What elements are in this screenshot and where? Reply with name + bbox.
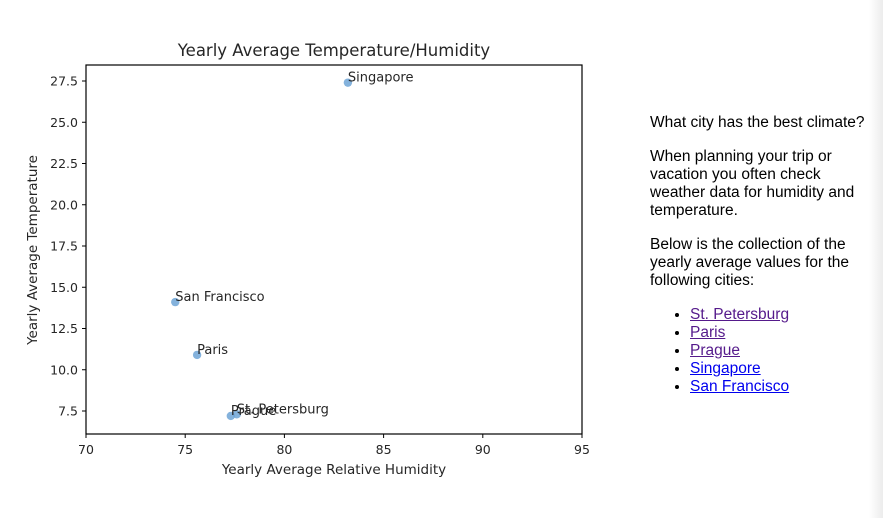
- x-axis-label: Yearly Average Relative Humidity: [221, 462, 446, 478]
- list-item: St. Petersburg: [690, 306, 870, 324]
- data-point-label: Singapore: [348, 71, 414, 86]
- y-tick-label: 17.5: [50, 239, 78, 254]
- y-tick-label: 12.5: [50, 321, 78, 336]
- chart-title: Yearly Average Temperature/Humidity: [177, 41, 491, 60]
- info-panel: What city has the best climate? When pla…: [650, 114, 870, 396]
- y-tick-label: 7.5: [58, 404, 78, 419]
- list-item: Paris: [690, 324, 870, 342]
- city-link-singapore[interactable]: Singapore: [690, 360, 761, 377]
- data-point-marker: [226, 411, 236, 421]
- x-tick-label: 70: [78, 442, 94, 457]
- city-link-paris[interactable]: Paris: [690, 324, 726, 341]
- y-tick-label: 27.5: [50, 74, 78, 89]
- data-point-label: St. Petersburg: [237, 402, 329, 417]
- y-tick-label: 15.0: [50, 280, 78, 295]
- panel-heading: What city has the best climate?: [650, 114, 865, 131]
- data-point-marker: [192, 350, 202, 360]
- list-item: San Francisco: [690, 378, 870, 396]
- data-point-marker: [343, 78, 353, 87]
- panel-intro: When planning your trip or vacation you …: [650, 148, 855, 219]
- y-axis-ticks: 7.5 10.0 12.5 15.0 17.5 20.0 22.5 25.0 27.5: [50, 74, 86, 419]
- scatter-chart: Yearly Average Temperature/Humidity 70 75…: [25, 41, 590, 478]
- data-point-label: Prague: [231, 404, 276, 419]
- x-axis-ticks: 70 75 80 85 90 95: [78, 434, 590, 457]
- list-item: Singapore: [690, 360, 870, 378]
- city-link-st-petersburg[interactable]: St. Petersburg: [690, 306, 790, 323]
- list-item: Prague: [690, 342, 870, 360]
- y-axis-label: Yearly Average Temperature: [25, 155, 41, 346]
- y-tick-label: 22.5: [50, 156, 78, 171]
- y-tick-label: 20.0: [50, 197, 78, 212]
- y-tick-label: 10.0: [50, 362, 78, 377]
- data-point-label: San Francisco: [175, 290, 264, 305]
- data-points: St. Petersburg Paris Prague Singapore San Fr…: [171, 71, 413, 421]
- data-point-marker: [171, 297, 180, 307]
- x-tick-label: 85: [376, 442, 392, 457]
- x-tick-label: 75: [177, 442, 193, 457]
- panel-lead: Below is the collection of the yearly av…: [650, 236, 850, 289]
- scrollbar-track[interactable]: [869, 0, 883, 518]
- y-tick-label: 25.0: [50, 115, 78, 130]
- x-tick-label: 90: [475, 442, 491, 457]
- x-tick-label: 95: [574, 442, 590, 457]
- city-link-prague[interactable]: Prague: [690, 342, 740, 359]
- chart-canvas: Yearly Average Temperature/Humidity 70 75…: [25, 41, 590, 478]
- x-tick-label: 80: [276, 442, 292, 457]
- city-link-list: St. Petersburg Paris Prague Singapore Sa…: [650, 306, 870, 396]
- data-point-label: Paris: [197, 343, 228, 358]
- plot-frame: [85, 64, 583, 435]
- city-link-san-francisco[interactable]: San Francisco: [690, 378, 790, 395]
